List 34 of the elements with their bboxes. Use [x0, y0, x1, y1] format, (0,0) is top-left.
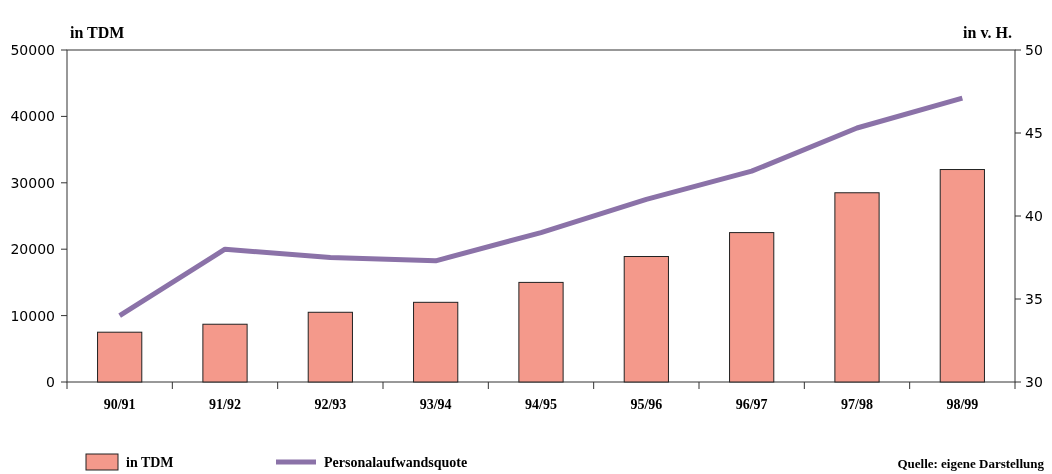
y-axis-title: in TDM — [70, 24, 125, 41]
y2-tick-label: 40 — [1025, 208, 1043, 224]
x-tick-label: 92/93 — [314, 397, 347, 412]
bar — [413, 301, 459, 383]
y-tick-label: 30000 — [10, 174, 55, 191]
x-tick-label: 96/97 — [735, 397, 768, 412]
y-tick-label: 0 — [46, 374, 55, 390]
y-tick-label: 50000 — [10, 42, 55, 58]
bar — [729, 232, 775, 383]
x-tick-label: 95/96 — [630, 397, 663, 412]
bar — [202, 323, 248, 383]
y2-axis-title: in v. H. — [963, 24, 1012, 41]
x-tick-label: 91/92 — [209, 397, 241, 412]
x-tick-label: 98/99 — [946, 397, 979, 412]
bar — [97, 331, 143, 383]
bar — [307, 311, 353, 383]
y-tick-label: 20000 — [10, 241, 55, 258]
y-tick-label: 40000 — [10, 108, 55, 125]
source-note: Quelle: eigene Darstellung — [897, 456, 1045, 471]
x-tick-label: 90/91 — [103, 397, 136, 412]
y2-tick-label: 50 — [1025, 42, 1043, 58]
y2-tick-label: 30 — [1025, 374, 1043, 390]
bar — [834, 192, 880, 383]
legend-label: in TDM — [126, 455, 174, 470]
bar — [518, 281, 564, 383]
y-tick-label: 10000 — [10, 307, 55, 324]
legend-label: Personalaufwandsquote — [324, 455, 468, 470]
x-tick-label: 93/94 — [419, 397, 452, 412]
x-tick-label: 94/95 — [525, 397, 557, 412]
bar — [623, 256, 669, 383]
y2-tick-label: 45 — [1025, 125, 1043, 141]
y2-tick-label: 35 — [1025, 291, 1043, 307]
x-tick-label: 97/98 — [841, 397, 873, 412]
bar — [939, 169, 985, 383]
